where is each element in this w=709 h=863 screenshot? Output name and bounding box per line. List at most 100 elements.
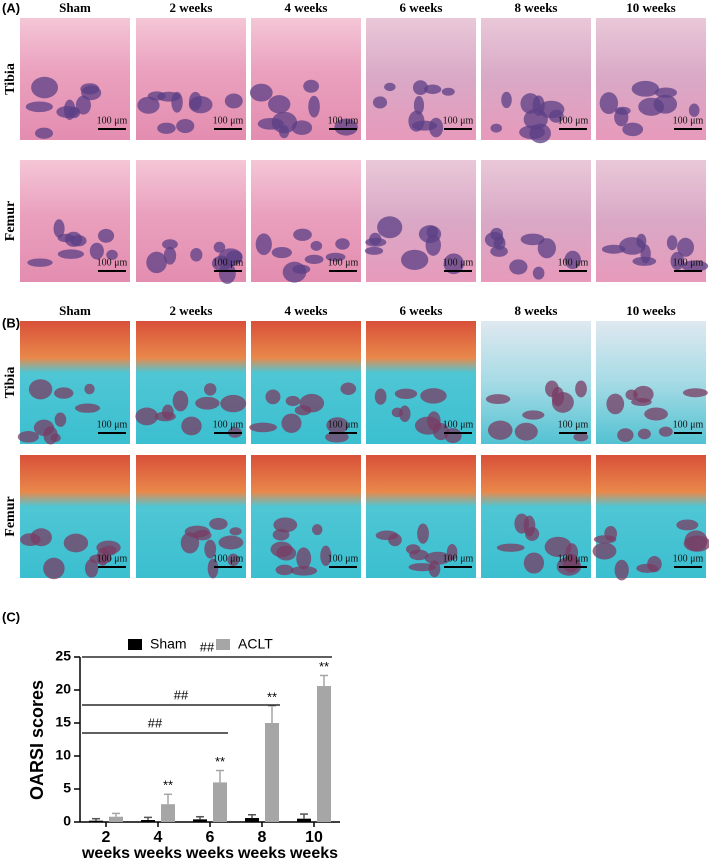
- marrow: [676, 519, 699, 531]
- comparison-label: ##: [148, 715, 163, 730]
- marrow: [658, 426, 673, 437]
- marrow: [84, 383, 95, 395]
- marrow: [97, 228, 115, 243]
- row-label: Tibia: [3, 367, 18, 399]
- marrow: [394, 388, 418, 400]
- scale-bar-label: 100 μm: [673, 257, 704, 268]
- marrow: [520, 233, 545, 246]
- marrow: [377, 216, 403, 239]
- marrow: [418, 225, 442, 244]
- marrow: [325, 431, 349, 443]
- marrow: [599, 92, 619, 115]
- marrow: [335, 238, 350, 250]
- marrow: [162, 404, 174, 420]
- marrow: [195, 396, 220, 410]
- scale-bar-label: 100 μm: [443, 257, 474, 268]
- marrow: [592, 542, 617, 560]
- scale-bar-label: 100 μm: [97, 553, 128, 564]
- marrow: [369, 232, 382, 246]
- marrow: [271, 247, 292, 259]
- scale-bar-label: 100 μm: [443, 115, 474, 126]
- marrow: [25, 101, 53, 113]
- micrograph: [20, 455, 130, 578]
- marrow: [681, 260, 709, 272]
- comparison-label: ##: [174, 687, 189, 702]
- comparison-label: ##: [200, 639, 215, 654]
- scale-bar-label: 100 μm: [558, 419, 589, 430]
- scale-bar-label: 100 μm: [97, 115, 128, 126]
- row-label: Femur: [3, 201, 18, 241]
- bar: [161, 804, 175, 822]
- marrow: [619, 237, 646, 255]
- marrow: [146, 251, 167, 274]
- scale-bar-label: 100 μm: [328, 553, 359, 564]
- marrow: [106, 249, 118, 260]
- marrow: [424, 551, 452, 565]
- marrow: [413, 96, 425, 115]
- marrow: [211, 255, 232, 272]
- marrow: [275, 564, 294, 576]
- marrow: [670, 251, 685, 271]
- scale-bar-label: 100 μm: [213, 553, 244, 564]
- bar: [89, 820, 103, 822]
- marrow: [54, 387, 74, 399]
- marrow: [409, 549, 429, 561]
- marrow: [308, 95, 320, 118]
- column-header: 6 weeks: [400, 0, 443, 15]
- marrow: [391, 407, 403, 418]
- scale-bar-label: 100 μm: [97, 257, 128, 268]
- marrow: [424, 84, 442, 95]
- scale-bar-label: 100 μm: [443, 553, 474, 564]
- marrow: [544, 536, 572, 558]
- marrow: [30, 528, 52, 547]
- x-tick-label: 10 weeks: [289, 829, 339, 862]
- marrow: [666, 235, 678, 251]
- legend-label: ACLT: [238, 636, 273, 652]
- marrow: [279, 125, 290, 139]
- marrow: [137, 96, 160, 114]
- marrow: [614, 559, 629, 581]
- marrow: [311, 524, 323, 536]
- column-header: 6 weeks: [400, 303, 443, 318]
- bar: [265, 723, 279, 822]
- marrow: [63, 533, 89, 553]
- marrow: [56, 105, 79, 118]
- marrow: [157, 91, 181, 102]
- marrow: [53, 219, 65, 238]
- marrow: [514, 422, 538, 441]
- bar: [297, 818, 311, 822]
- column-header: Sham: [59, 0, 91, 15]
- marrow: [176, 118, 195, 134]
- panel-label: (C): [2, 609, 20, 624]
- marrow: [172, 390, 189, 412]
- scale-bar-label: 100 μm: [673, 553, 704, 564]
- marrow: [272, 528, 290, 541]
- scale-bar-label: 100 μm: [673, 419, 704, 430]
- marrow: [293, 228, 312, 241]
- marrow: [573, 432, 589, 442]
- marrow: [485, 394, 511, 405]
- marrow: [529, 123, 551, 144]
- marrow: [294, 405, 312, 416]
- y-tick-label: 5: [63, 780, 71, 796]
- column-header: Sham: [59, 303, 91, 318]
- marrow: [135, 407, 159, 426]
- marrow: [43, 557, 65, 580]
- marrow: [292, 264, 311, 274]
- significance-label: **: [163, 778, 173, 793]
- marrow: [417, 523, 429, 544]
- marrow: [273, 517, 298, 533]
- marrow: [372, 96, 388, 109]
- marrow: [532, 266, 545, 280]
- marrow: [408, 110, 425, 132]
- marrow: [89, 242, 104, 260]
- marrow: [401, 249, 429, 270]
- scale-bar-label: 100 μm: [328, 115, 359, 126]
- x-tick-label: 2 weeks: [81, 829, 131, 862]
- marrow: [54, 412, 67, 427]
- marrow: [525, 526, 540, 541]
- marrow: [180, 532, 200, 554]
- bar: [213, 782, 227, 822]
- marrow: [443, 253, 464, 275]
- panel-label: (A): [2, 0, 20, 15]
